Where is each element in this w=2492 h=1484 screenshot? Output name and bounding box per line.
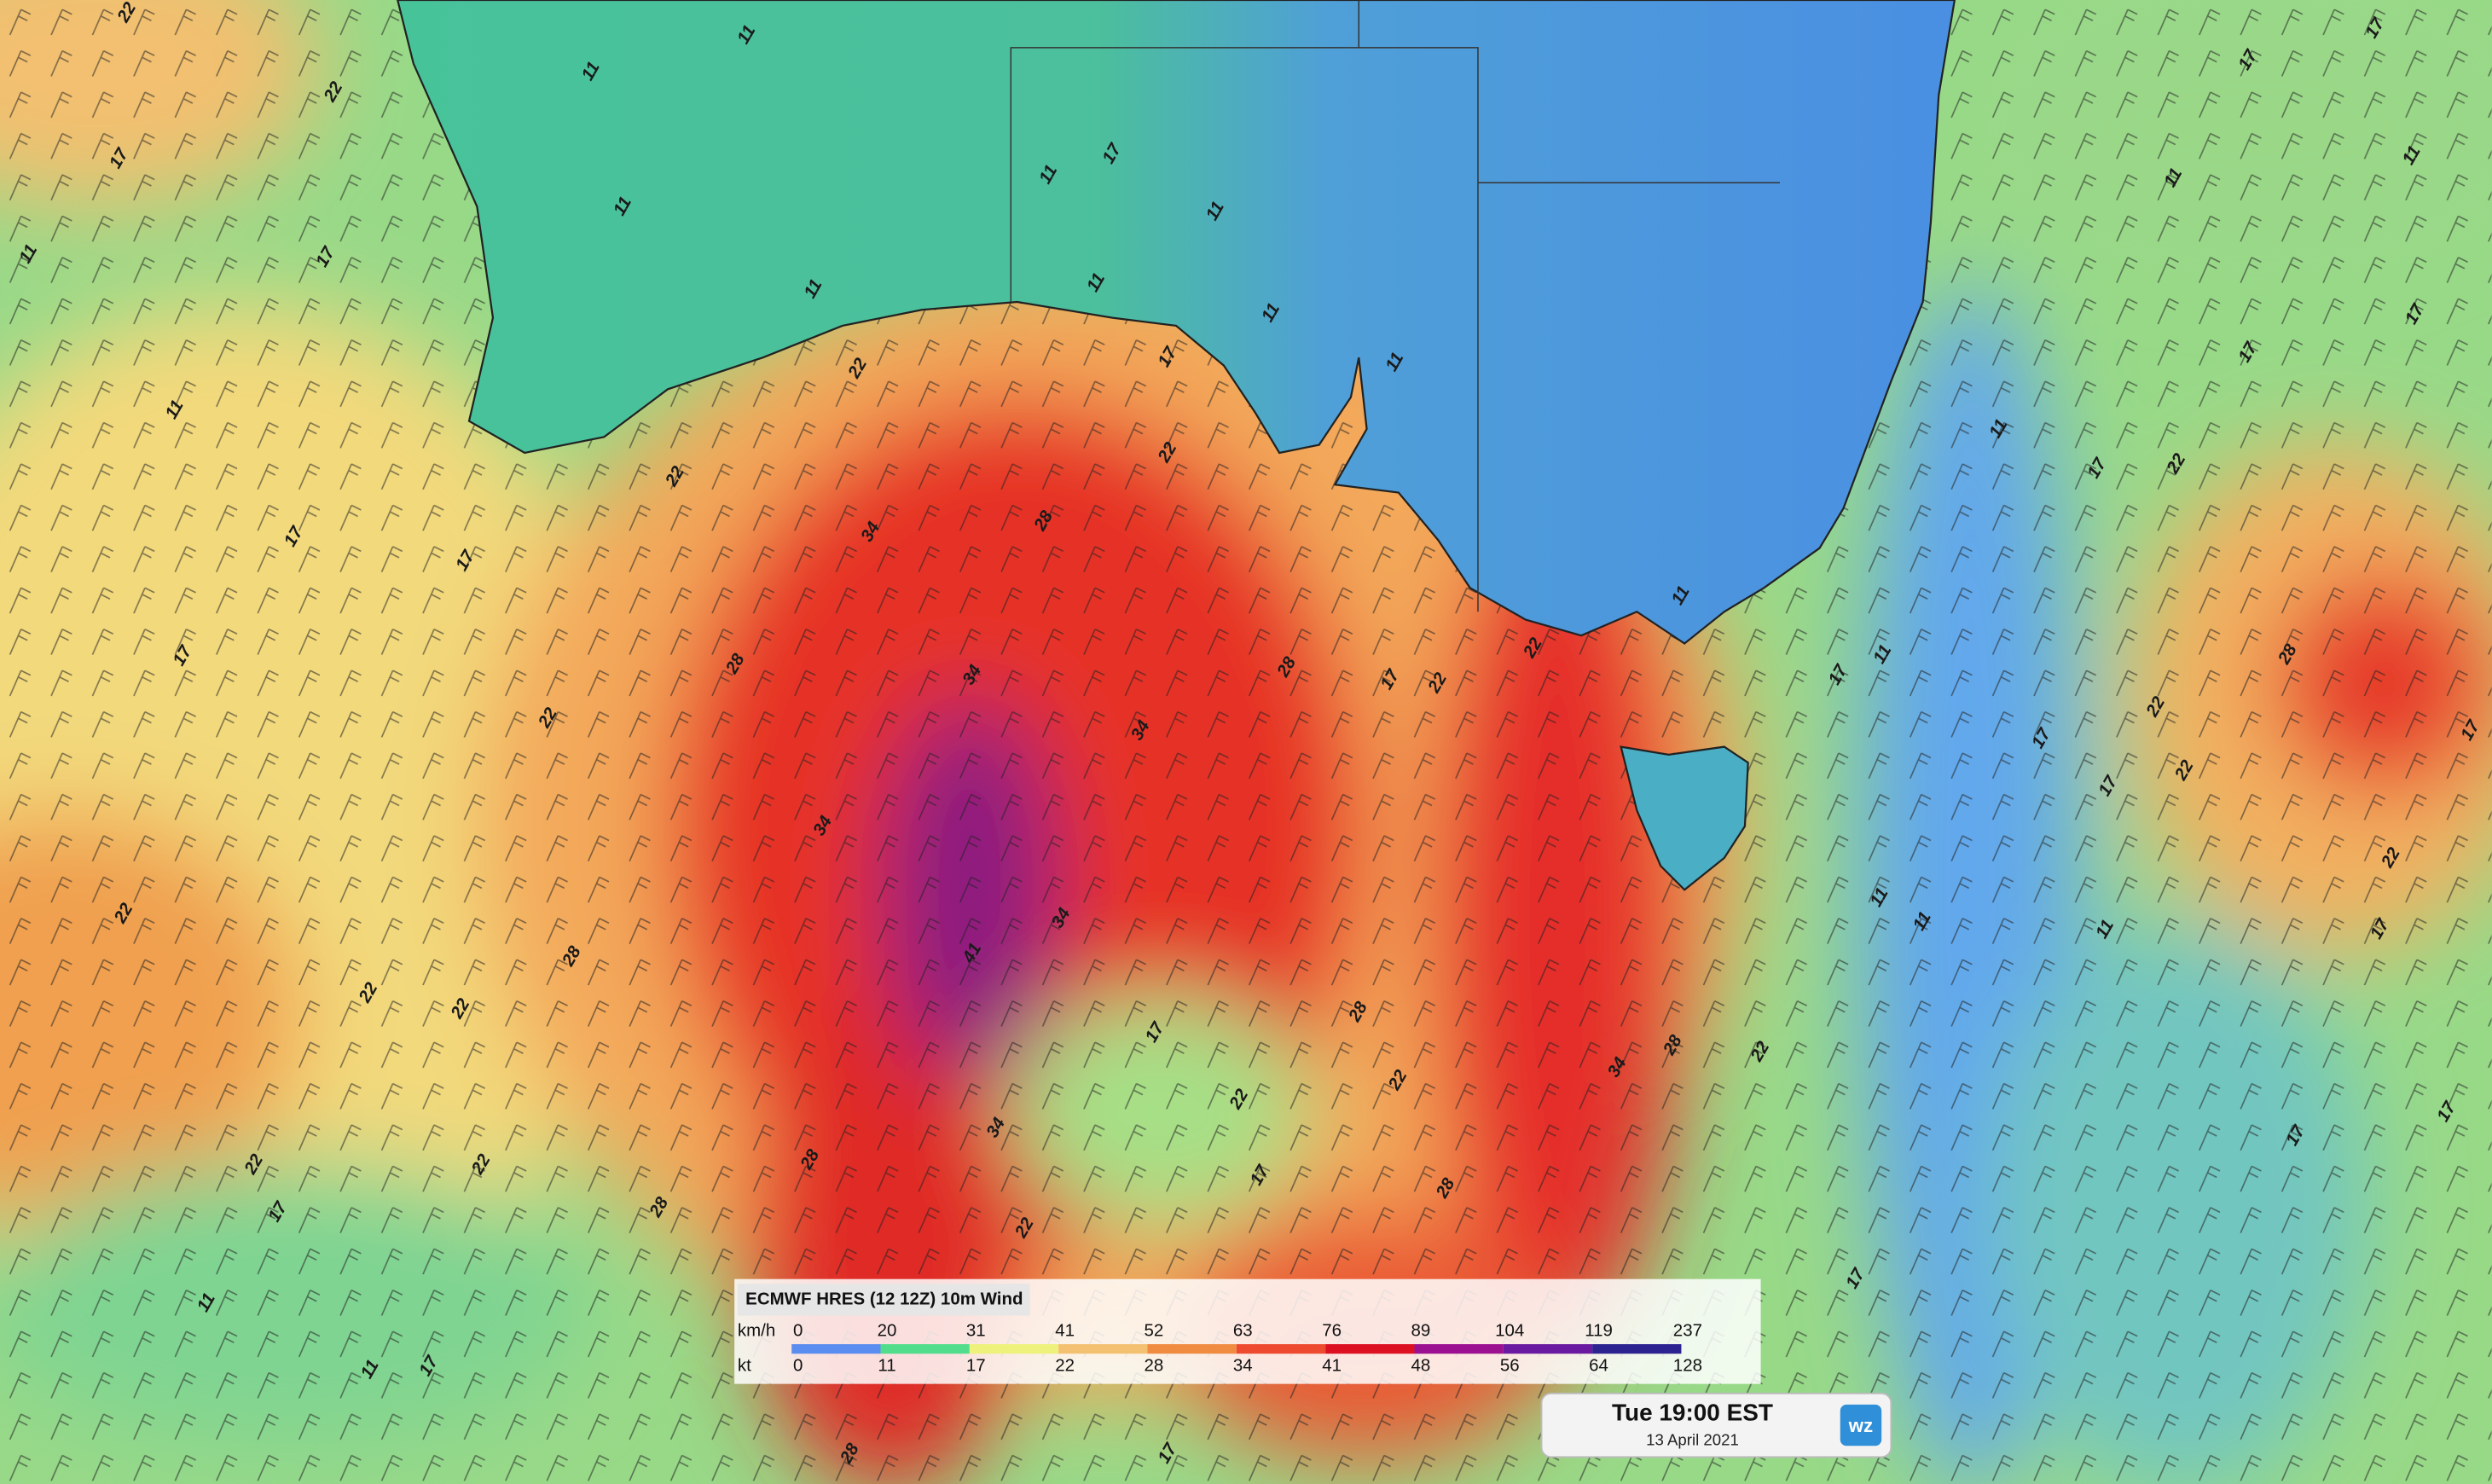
time-box: Tue 19:00 EST 13 April 2021 wz — [1540, 1392, 1892, 1458]
legend-swatch — [1236, 1344, 1326, 1354]
legend-tick-label: 76 — [1322, 1321, 1342, 1341]
australia — [397, 0, 1956, 645]
logo-box — [1840, 1404, 1882, 1446]
legend-tick-label: 11 — [878, 1356, 895, 1376]
legend-tick-label: 128 — [1673, 1356, 1702, 1376]
legend-swatch — [1147, 1344, 1237, 1354]
legend-tick-label: 31 — [966, 1321, 986, 1341]
legend-swatch — [791, 1344, 881, 1354]
legend-tick-label: 0 — [793, 1321, 803, 1341]
date-label: 13 April 2021 — [1646, 1431, 1739, 1449]
logo: wz — [1848, 1415, 1874, 1436]
legend-unit: kt — [738, 1356, 751, 1376]
legend-title: ECMWF HRES (12 12Z) 10m Wind — [745, 1289, 1023, 1308]
time-label: Tue 19:00 EST — [1612, 1399, 1773, 1425]
legend-tick-label: 34 — [1233, 1356, 1253, 1376]
legend-tick-label: 64 — [1589, 1356, 1608, 1376]
state-border — [1010, 0, 1780, 612]
legend-tick-label: 56 — [1500, 1356, 1520, 1376]
legend-tick-label: 41 — [1322, 1356, 1342, 1376]
legend-swatch — [1325, 1344, 1415, 1354]
legend-swatch — [880, 1344, 970, 1354]
legend-tick-label: 104 — [1495, 1321, 1524, 1341]
legend-tick-label: 89 — [1411, 1321, 1431, 1341]
legend-tick-label: 237 — [1673, 1321, 1702, 1341]
legend-tick-label: 0 — [793, 1356, 803, 1376]
tasmania — [1620, 745, 1749, 891]
legend-swatch — [1592, 1344, 1682, 1354]
legend-title-box — [737, 1284, 1030, 1316]
legend-swatch — [1058, 1344, 1148, 1354]
legend: ECMWF HRES (12 12Z) 10m Wind km/h kt 0 20… — [734, 1278, 1761, 1384]
legend-swatch — [1503, 1344, 1593, 1354]
legend-swatch — [969, 1344, 1059, 1354]
land — [397, 0, 1956, 891]
legend-tick-label: 63 — [1233, 1321, 1253, 1341]
legend-tick-label: 28 — [1145, 1356, 1164, 1376]
legend-unit: km/h — [738, 1321, 775, 1341]
legend-tick-label: 20 — [878, 1321, 897, 1341]
legend-tick-label: 48 — [1411, 1356, 1431, 1376]
legend-tick-label: 119 — [1585, 1321, 1613, 1341]
time-panel — [1540, 1392, 1892, 1458]
legend-swatch — [1414, 1344, 1504, 1354]
legend-tick-label: 22 — [1055, 1356, 1075, 1376]
legend-tick-label: 17 — [966, 1356, 986, 1376]
legend-tick-label: 41 — [1055, 1321, 1075, 1341]
legend-tick-label: 52 — [1145, 1321, 1164, 1341]
legend-scale: 0 20 31 41 52 63 76 89 104 119 237 0 11 17 22 28 34 41 48 5… — [791, 1321, 1702, 1376]
